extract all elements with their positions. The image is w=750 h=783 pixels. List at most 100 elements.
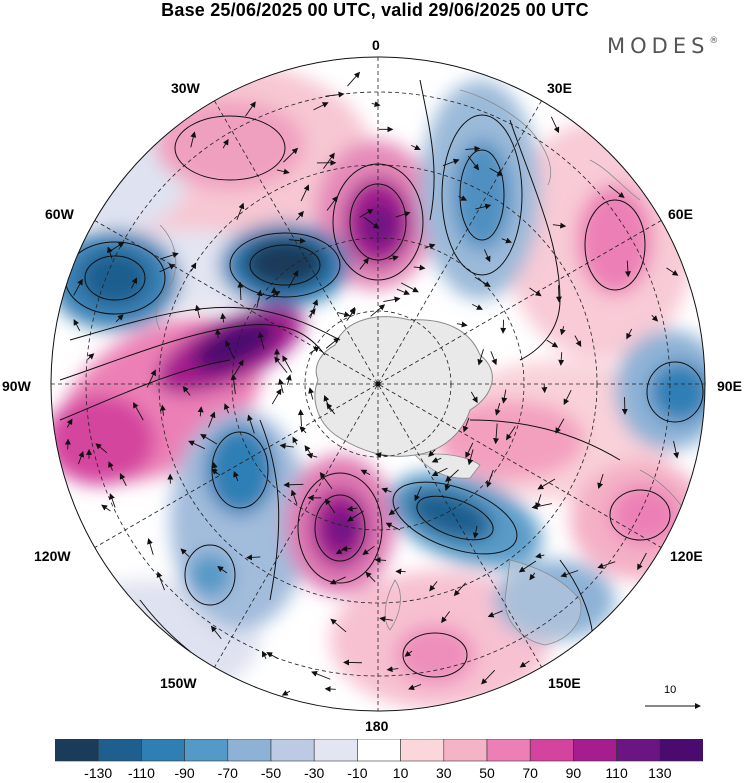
wind-arrow	[465, 442, 474, 459]
wind-arrow	[481, 669, 496, 685]
wind-arrow	[194, 304, 201, 319]
colorbar-tick-label: -50	[260, 765, 282, 781]
wind-arrow	[546, 339, 559, 348]
wind-arrow	[666, 267, 679, 276]
colorbar-swatch	[486, 739, 531, 762]
wind-arrow	[559, 326, 566, 336]
wind-arrow	[236, 202, 245, 221]
wind-arrow	[486, 469, 494, 488]
colorbar-swatch	[184, 739, 229, 762]
land-outline	[589, 159, 641, 201]
wind-arrow	[347, 71, 361, 87]
wind-arrow	[182, 386, 191, 396]
wind-arrow	[288, 270, 299, 289]
wind-arrow	[529, 572, 536, 581]
wind-arrow	[428, 449, 436, 457]
wind-arrow	[306, 452, 318, 459]
colorbar-tick-label: 130	[648, 765, 672, 781]
anomaly-region	[51, 395, 155, 485]
streamline	[314, 494, 366, 562]
streamline	[402, 632, 468, 678]
wind-arrow	[190, 131, 197, 148]
wind-arrow	[225, 340, 235, 359]
streamline	[509, 119, 561, 361]
wind-arrow	[550, 116, 560, 134]
streamline	[609, 489, 671, 541]
wind-arrow	[467, 449, 474, 466]
wind-arrow	[673, 440, 680, 459]
wind-arrow	[465, 145, 481, 152]
wind-arrow	[493, 423, 500, 445]
wind-arrow	[475, 203, 492, 210]
wind-arrow	[130, 277, 138, 289]
wind-arrow	[374, 557, 387, 564]
streamline	[229, 232, 341, 298]
wind-arrow	[381, 487, 392, 494]
map-title: Base 25/06/2025 00 UTC, valid 29/06/2025…	[161, 0, 589, 20]
streamline	[259, 419, 280, 601]
wind-arrow	[346, 505, 358, 512]
wind-arrow	[66, 418, 73, 428]
wind-arrow	[388, 506, 400, 516]
wind-arrow	[323, 395, 331, 411]
colorbar-tick-label: -110	[127, 765, 155, 781]
anomaly-region	[452, 140, 512, 250]
wind-arrow	[531, 503, 553, 510]
wind-arrow	[283, 481, 304, 488]
wind-arrow	[626, 328, 633, 340]
wind-arrow	[395, 211, 411, 218]
wind-arrow	[411, 144, 421, 151]
wind-arrow	[290, 489, 298, 505]
wind-arrow	[319, 471, 333, 490]
lon-label-90e: 90E	[717, 378, 742, 394]
wind-arrow	[283, 147, 299, 163]
wind-arrow	[490, 351, 497, 366]
wind-arrow	[375, 452, 388, 459]
wind-arrow	[159, 264, 176, 273]
wind-arrow	[597, 473, 604, 489]
colorbar-swatch	[443, 739, 488, 762]
anomaly-region	[577, 185, 653, 295]
colorbar-swatch	[313, 739, 358, 762]
lon-label-150e: 150E	[548, 675, 581, 691]
wind-arrow	[300, 184, 310, 202]
wind-arrow	[304, 445, 312, 455]
colorbar-tick-label: 30	[436, 765, 452, 781]
wind-arrow	[210, 625, 222, 640]
wind-arrow	[325, 337, 340, 349]
wind-arrow	[537, 478, 556, 490]
wind-arrow	[278, 378, 284, 394]
wind-arrow	[233, 471, 239, 482]
anomaly-region	[193, 318, 277, 372]
land-outline	[155, 224, 177, 331]
anomaly-region	[650, 362, 705, 422]
wind-arrow	[73, 319, 81, 332]
wind-arrow	[477, 349, 484, 366]
streamline	[459, 149, 505, 241]
wind-arrow	[299, 426, 307, 434]
wind-arrow	[237, 281, 244, 301]
wind-arrow	[326, 195, 338, 211]
colorbar-tick-label: -90	[174, 765, 195, 781]
wind-arrow	[347, 510, 364, 522]
wind-arrow	[292, 436, 299, 445]
modes-logo: MODES®	[607, 34, 718, 58]
streamline	[297, 472, 383, 584]
anomaly-region	[395, 625, 475, 685]
wind-arrow	[442, 158, 460, 167]
colorbar-swatch	[659, 739, 703, 762]
wind-arrow	[408, 683, 422, 691]
wind-arrow	[360, 469, 371, 476]
colorbar-swatch	[97, 739, 142, 762]
anomaly-region	[407, 489, 493, 541]
anomaly-field	[51, 57, 705, 711]
wind-arrow	[329, 576, 346, 585]
wind-arrow	[501, 237, 512, 244]
colorbar-swatch	[270, 739, 315, 762]
wind-arrow	[555, 285, 562, 303]
colorbar-swatch	[573, 739, 617, 762]
wind-arrow	[413, 264, 426, 271]
wind-arrow	[211, 468, 221, 476]
wind-arrow	[558, 352, 565, 366]
